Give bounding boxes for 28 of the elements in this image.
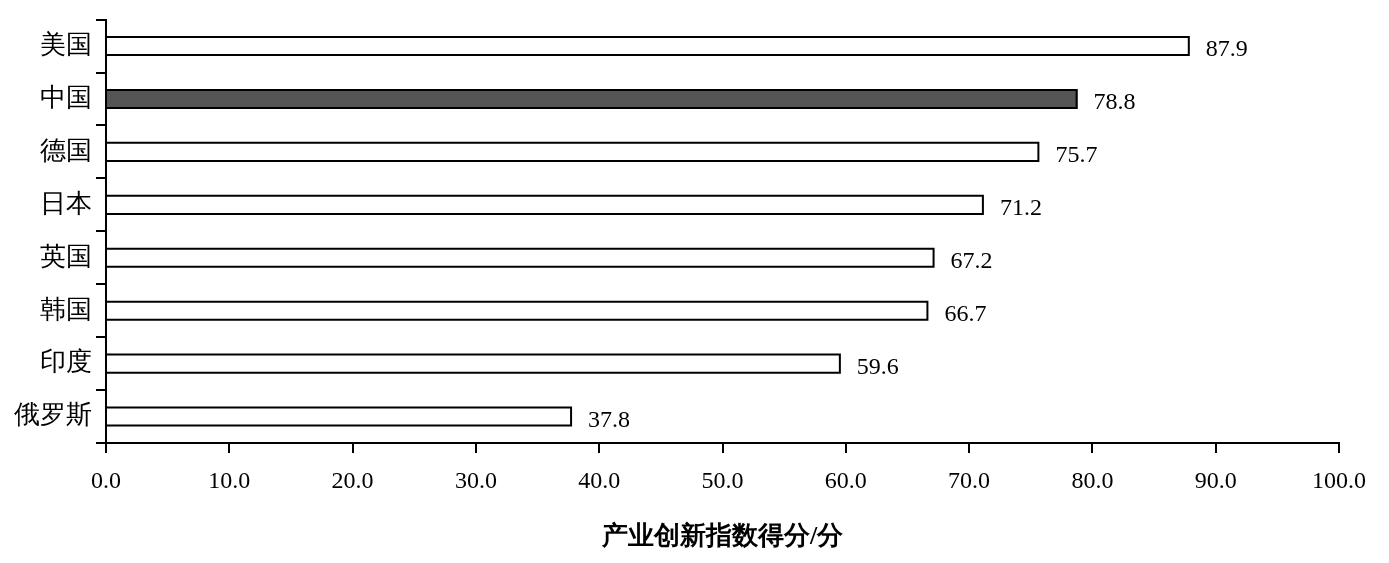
data-label: 75.7 [1055, 141, 1098, 168]
y-tick-label: 俄罗斯 [14, 400, 92, 430]
y-tick-label: 德国 [40, 135, 92, 165]
x-tick-label: 80.0 [1071, 466, 1114, 493]
x-tick-label: 60.0 [824, 466, 867, 493]
x-tick-label: 30.0 [454, 466, 497, 493]
data-label: 87.9 [1205, 35, 1248, 62]
x-tick-label: 10.0 [208, 466, 251, 493]
x-tick-label: 0.0 [91, 466, 121, 493]
y-tick-label: 印度 [40, 347, 92, 377]
x-tick-label: 90.0 [1194, 466, 1237, 493]
data-label: 71.2 [999, 194, 1042, 221]
data-label: 59.6 [856, 352, 899, 379]
y-tick-label: 中国 [40, 82, 92, 112]
data-label: 78.8 [1093, 88, 1136, 115]
x-tick-label: 40.0 [578, 466, 621, 493]
x-tick-label: 50.0 [701, 466, 744, 493]
data-label: 37.8 [588, 405, 631, 432]
x-tick-label: 20.0 [331, 466, 374, 493]
data-label: 66.7 [944, 299, 987, 326]
y-tick-label: 美国 [40, 29, 92, 59]
y-tick-label: 韩国 [40, 294, 92, 324]
data-label: 67.2 [950, 247, 993, 274]
x-tick-label: 70.0 [948, 466, 991, 493]
x-tick-label: 100.0 [1312, 466, 1366, 493]
x-axis-title: 产业创新指数得分/分 [600, 521, 845, 551]
y-tick-label: 英国 [40, 241, 92, 271]
y-tick-label: 日本 [40, 188, 92, 218]
